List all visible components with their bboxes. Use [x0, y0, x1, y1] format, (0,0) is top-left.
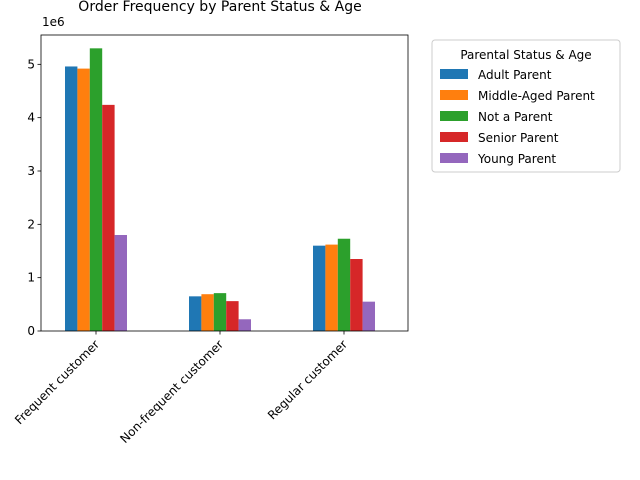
y-tick-label: 2: [27, 217, 35, 231]
legend-box: [431, 39, 621, 173]
bar-senior-parent-2: [350, 259, 363, 331]
bar-adult-parent-1: [189, 296, 202, 331]
y-tick-label: 5: [27, 57, 35, 71]
x-tick-label: Regular customer: [265, 337, 350, 422]
legend-swatch: [440, 69, 468, 79]
legend: Parental Status & Age Adult Parent Middle-…: [431, 39, 621, 173]
bar-not-a-parent-0: [89, 48, 103, 331]
y-tick-label: 1: [27, 271, 35, 285]
bar-middle-aged-parent-0: [77, 68, 90, 331]
y-axis-offset-label: 1e6: [42, 15, 65, 29]
legend-swatch: [440, 90, 468, 100]
chart-title: Order Frequency by Parent Status & Age: [78, 0, 361, 15]
x-tick-label: Frequent customer: [12, 337, 102, 427]
plot-frame: [40, 34, 409, 332]
bar-middle-aged-parent-1: [201, 294, 214, 331]
bar-adult-parent-0: [65, 66, 78, 331]
x-tick-label: Non-frequent customer: [117, 337, 226, 446]
bar-not-a-parent-2: [337, 238, 351, 331]
legend-swatch: [440, 153, 468, 163]
bar-senior-parent-1: [226, 301, 239, 331]
bar-not-a-parent-1: [213, 293, 227, 331]
bar-young-parent-0: [114, 235, 127, 331]
legend-label: Young Parent: [477, 152, 556, 166]
bars-group: [65, 48, 375, 331]
y-tick-label: 4: [27, 111, 35, 125]
bar-adult-parent-2: [313, 245, 326, 331]
bar-middle-aged-parent-2: [325, 244, 338, 331]
y-tick-label: 0: [27, 324, 35, 338]
legend-swatch: [440, 111, 468, 121]
legend-label: Adult Parent: [478, 68, 552, 82]
legend-label: Senior Parent: [478, 131, 559, 145]
legend-swatch: [440, 132, 468, 142]
legend-title: Parental Status & Age: [460, 48, 591, 62]
bar-senior-parent-0: [102, 104, 115, 331]
y-tick-label: 3: [27, 164, 35, 178]
bar-young-parent-1: [238, 319, 251, 331]
legend-label: Middle-Aged Parent: [478, 89, 595, 103]
bar-young-parent-2: [362, 301, 375, 331]
legend-label: Not a Parent: [478, 110, 553, 124]
